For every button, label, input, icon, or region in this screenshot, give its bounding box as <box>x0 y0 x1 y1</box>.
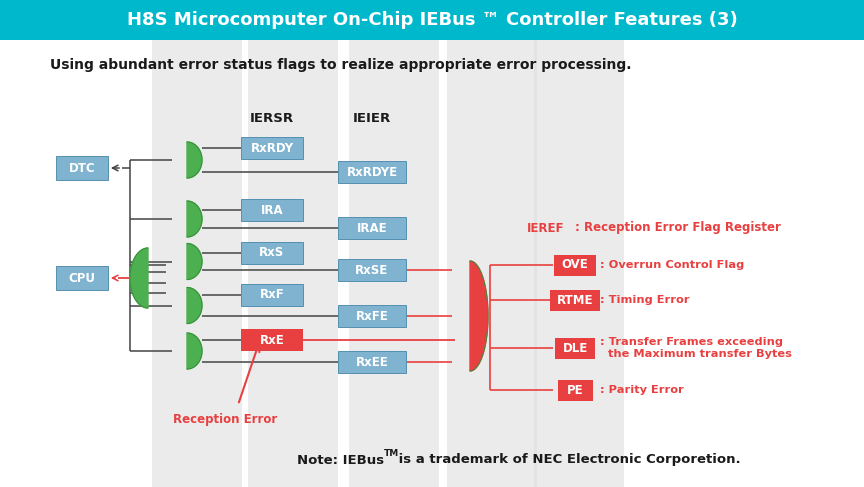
FancyBboxPatch shape <box>338 217 406 239</box>
FancyBboxPatch shape <box>241 199 303 221</box>
FancyBboxPatch shape <box>447 40 537 487</box>
Polygon shape <box>130 248 148 308</box>
FancyBboxPatch shape <box>152 40 242 487</box>
Polygon shape <box>187 142 202 178</box>
Text: RxE: RxE <box>259 334 284 346</box>
Text: : Reception Error Flag Register: : Reception Error Flag Register <box>575 222 781 235</box>
FancyBboxPatch shape <box>554 255 596 276</box>
Text: : Overrun Control Flag: : Overrun Control Flag <box>600 260 744 270</box>
Text: IRA: IRA <box>261 204 283 217</box>
Text: RxS: RxS <box>259 246 284 260</box>
Text: RxSE: RxSE <box>355 263 389 277</box>
Text: is a trademark of NEC Electronic Corporetion.: is a trademark of NEC Electronic Corpore… <box>394 453 740 467</box>
Polygon shape <box>470 261 488 371</box>
Text: : Timing Error: : Timing Error <box>600 295 689 305</box>
FancyBboxPatch shape <box>550 289 600 311</box>
FancyBboxPatch shape <box>241 329 303 351</box>
FancyBboxPatch shape <box>338 305 406 327</box>
Polygon shape <box>187 287 202 323</box>
Text: H8S Microcomputer On-Chip IEBus ™ Controller Features (3): H8S Microcomputer On-Chip IEBus ™ Contro… <box>127 11 737 29</box>
Text: : Transfer Frames exceeding
  the Maximum transfer Bytes: : Transfer Frames exceeding the Maximum … <box>600 337 792 359</box>
Text: RxRDY: RxRDY <box>251 142 294 154</box>
Text: TM: TM <box>384 449 399 457</box>
FancyBboxPatch shape <box>338 351 406 373</box>
FancyBboxPatch shape <box>241 284 303 306</box>
Text: RxRDYE: RxRDYE <box>346 166 397 179</box>
Text: : Parity Error: : Parity Error <box>600 385 683 395</box>
FancyBboxPatch shape <box>241 137 303 159</box>
FancyBboxPatch shape <box>555 337 595 358</box>
FancyBboxPatch shape <box>557 379 593 400</box>
Text: RxF: RxF <box>259 288 284 301</box>
FancyBboxPatch shape <box>56 266 108 290</box>
Text: IRAE: IRAE <box>357 222 387 235</box>
Text: RTME: RTME <box>556 294 594 306</box>
Text: OVE: OVE <box>562 259 588 271</box>
Polygon shape <box>187 201 202 237</box>
Text: IEIER: IEIER <box>353 112 391 125</box>
Text: DLE: DLE <box>562 341 588 355</box>
FancyBboxPatch shape <box>338 161 406 183</box>
Text: IEREF: IEREF <box>527 222 564 235</box>
FancyBboxPatch shape <box>248 40 338 487</box>
FancyBboxPatch shape <box>349 40 439 487</box>
FancyBboxPatch shape <box>338 259 406 281</box>
FancyBboxPatch shape <box>56 156 108 180</box>
Text: Note: IEBus: Note: IEBus <box>297 453 384 467</box>
FancyBboxPatch shape <box>534 40 624 487</box>
Text: CPU: CPU <box>68 271 96 284</box>
Text: IERSR: IERSR <box>250 112 294 125</box>
Text: PE: PE <box>567 383 583 396</box>
FancyBboxPatch shape <box>0 0 864 40</box>
Text: Using abundant error status flags to realize appropriate error processing.: Using abundant error status flags to rea… <box>50 58 632 72</box>
Text: RxEE: RxEE <box>356 356 389 369</box>
FancyBboxPatch shape <box>241 242 303 264</box>
Text: RxFE: RxFE <box>356 310 389 322</box>
Polygon shape <box>187 333 202 369</box>
Text: Reception Error: Reception Error <box>173 413 277 427</box>
Text: DTC: DTC <box>68 162 95 174</box>
Polygon shape <box>187 244 202 280</box>
